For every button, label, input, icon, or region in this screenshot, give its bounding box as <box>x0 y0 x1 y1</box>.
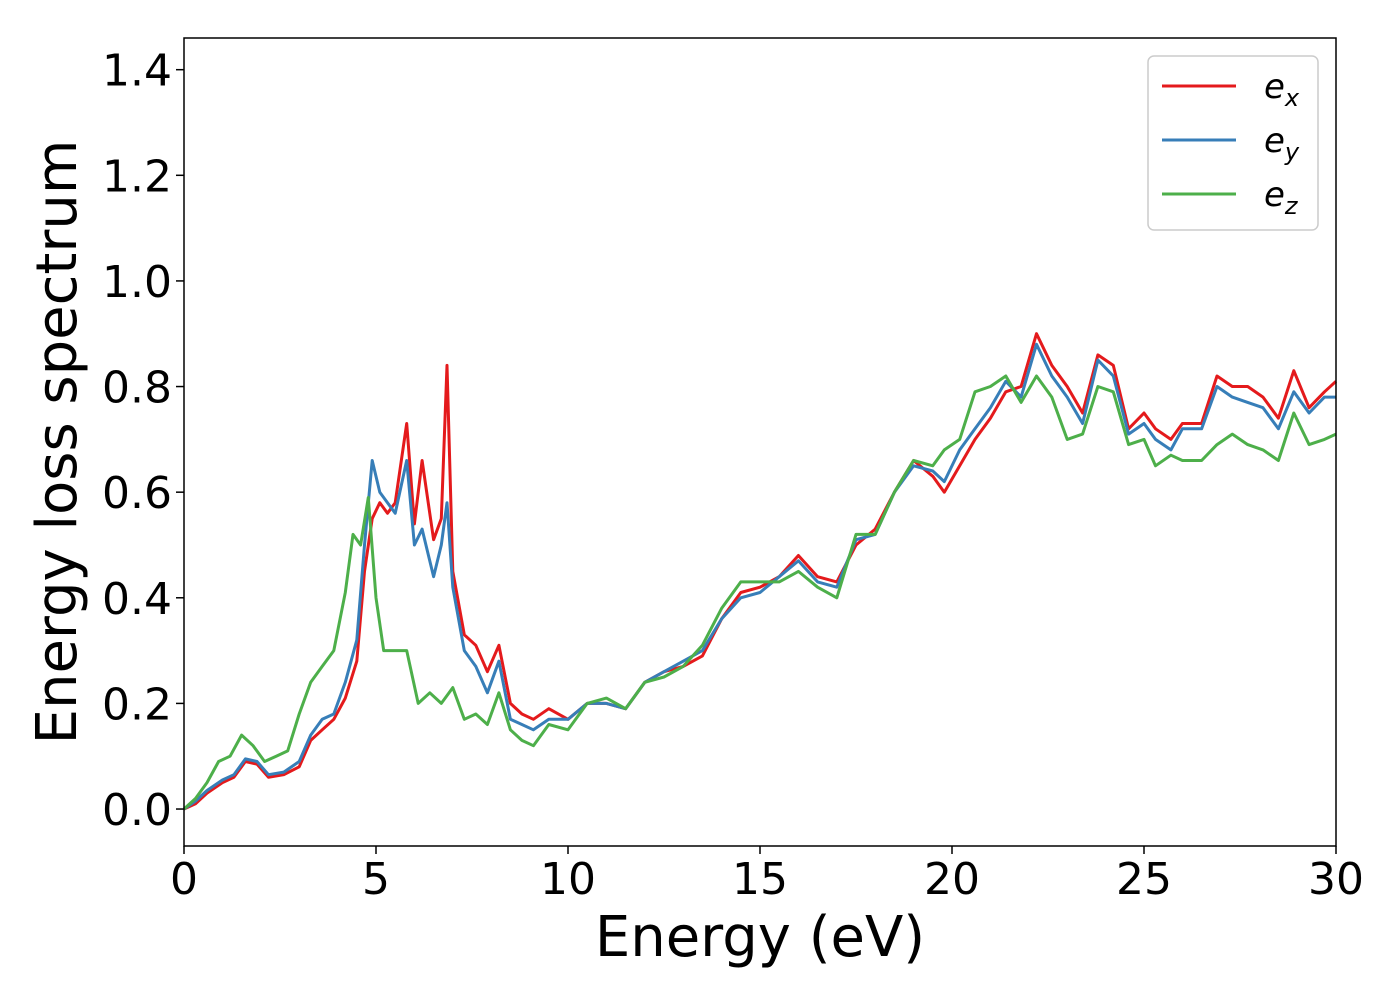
x-tick-label: 0 <box>170 854 198 905</box>
y-tick-label: 0.0 <box>102 785 172 836</box>
y-tick-label: 1.0 <box>102 257 172 308</box>
y-tick-label: 0.6 <box>102 468 172 519</box>
x-tick-label: 5 <box>362 854 390 905</box>
legend: ex ey ez <box>1147 55 1319 231</box>
series-line-ex <box>183 332 1338 811</box>
y-tick-label: 0.8 <box>102 363 172 414</box>
series-layer <box>182 332 1338 811</box>
ticks-layer: 0 5 10 15 20 25 30 0.0 0.2 0.4 0.6 0.8 1.0 1.2 1.4 <box>102 46 1364 905</box>
legend-label-ex: ex <box>1264 67 1300 112</box>
x-tick-label: 15 <box>732 854 788 905</box>
y-tick-label: 1.2 <box>102 151 172 202</box>
series-line-ey <box>183 342 1336 811</box>
legend-box <box>1147 55 1319 231</box>
legend-label-ey: ey <box>1264 121 1300 166</box>
y-tick-label: 1.4 <box>102 46 172 97</box>
x-tick-label: 10 <box>540 854 596 905</box>
y-tick-label: 0.2 <box>102 679 172 730</box>
legend-label-ez: ez <box>1264 175 1299 220</box>
x-tick-label: 30 <box>1308 854 1364 905</box>
x-axis-label: Energy (eV) <box>595 905 925 970</box>
y-tick-label: 0.4 <box>102 574 172 625</box>
x-tick-label: 20 <box>924 854 980 905</box>
y-axis-label: Energy loss spectrum <box>25 140 90 745</box>
x-tick-label: 25 <box>1116 854 1172 905</box>
series-line-ez <box>182 374 1337 811</box>
